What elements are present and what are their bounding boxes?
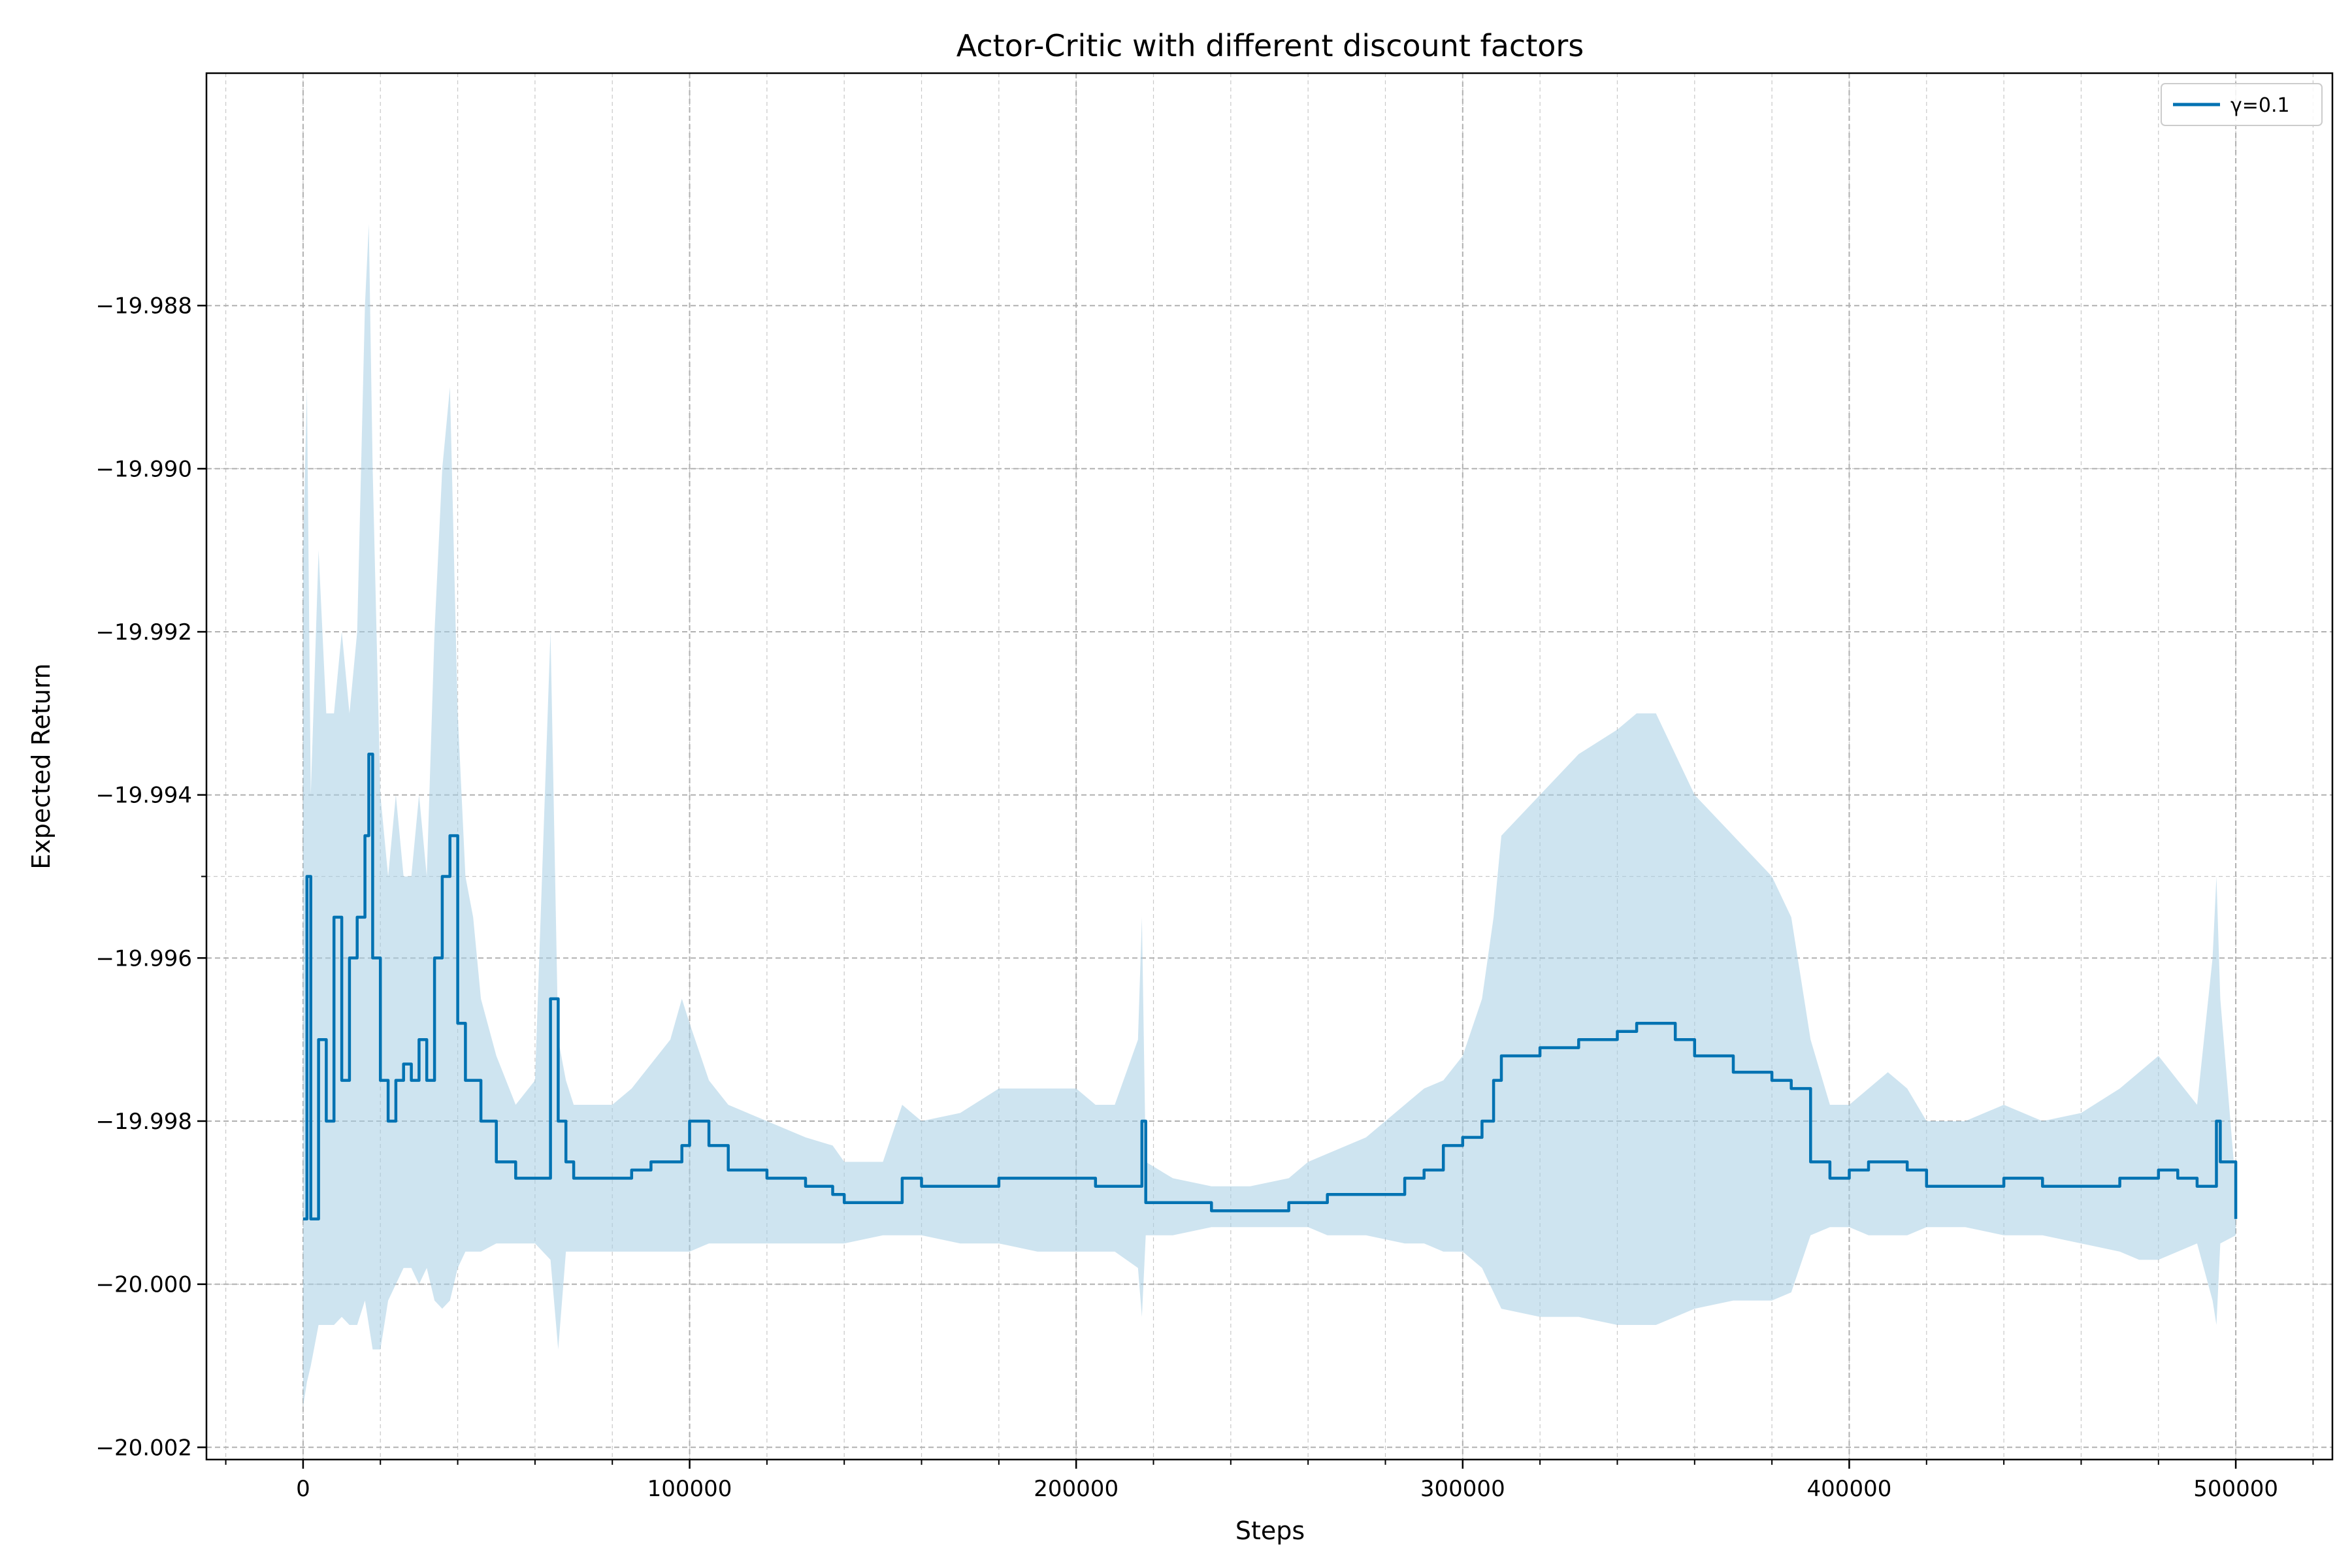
legend-box [2161, 83, 2323, 126]
confidence-band [302, 223, 2236, 1407]
y-tick-label: −19.994 [96, 783, 192, 809]
y-tick-label: −19.990 [96, 456, 192, 482]
x-axis-ticks: 0 100000 200000 300000 400000 500000 [225, 1460, 2314, 1502]
y-axis-label: Expected Return [27, 663, 56, 869]
x-tick-label: 400000 [1807, 1476, 1892, 1502]
legend-label: γ=0.1 [2230, 94, 2290, 117]
x-tick-label: 100000 [647, 1476, 732, 1502]
x-tick-label: 500000 [2193, 1476, 2278, 1502]
y-axis-ticks: −20.002 −20.000 −19.998 −19.996 −19.994 −19.9… [96, 293, 206, 1461]
y-tick-label: −19.988 [96, 293, 192, 319]
chart-title: Actor-Critic with different discount fac… [956, 28, 1584, 63]
y-tick-label: −20.002 [96, 1435, 192, 1461]
x-tick-label: 200000 [1034, 1476, 1119, 1502]
y-tick-label: −19.998 [96, 1109, 192, 1135]
plot-frame [205, 72, 2334, 1461]
y-tick-label: −20.000 [96, 1272, 192, 1298]
series-lines [302, 753, 2238, 1221]
x-axis-label: Steps [1235, 1516, 1305, 1545]
x-tick-label: 300000 [1420, 1476, 1505, 1502]
y-tick-label: −19.992 [96, 619, 192, 645]
series-line [302, 753, 2238, 1221]
legend: γ=0.1 [2161, 83, 2323, 126]
y-tick-label: −19.996 [96, 945, 192, 972]
x-tick-label: 0 [296, 1476, 310, 1502]
series-band [302, 223, 2236, 1407]
